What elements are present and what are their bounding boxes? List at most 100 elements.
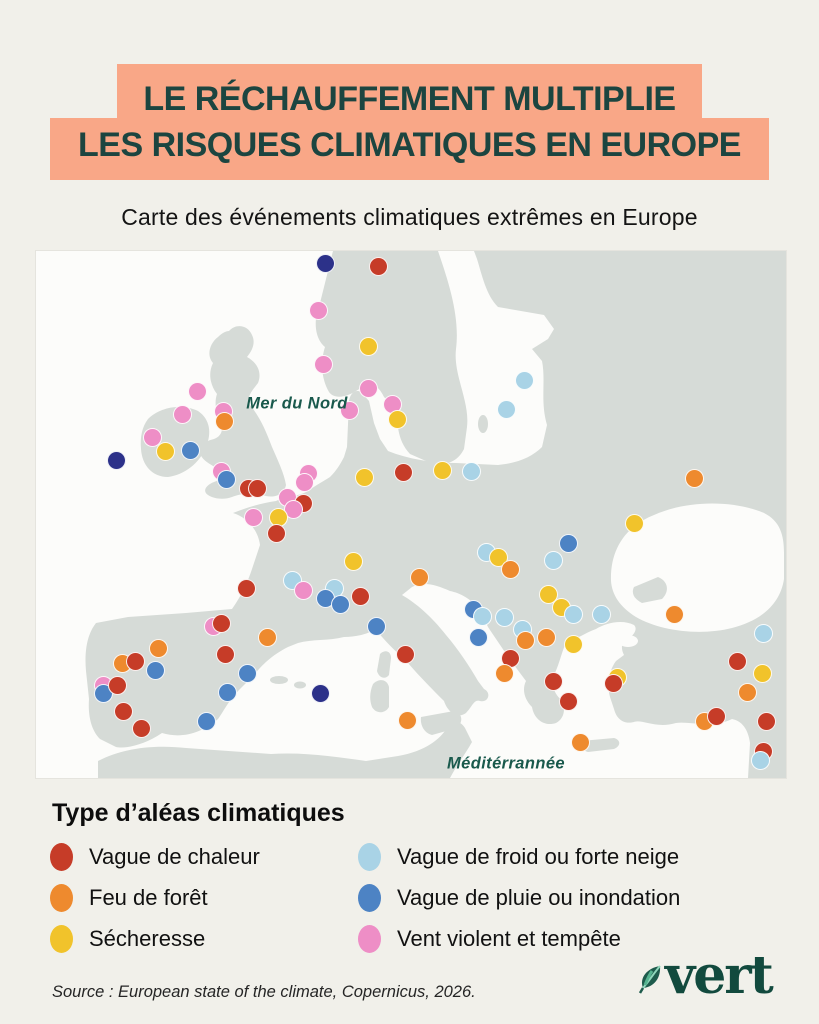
gotland-island (478, 415, 488, 433)
balearic-island (294, 681, 306, 689)
map-dot-cold (495, 608, 514, 627)
legend-column-right: Vague de froid ou forte neige Vague de pl… (358, 842, 680, 965)
map-dot-fire (738, 683, 757, 702)
map-dot-cold (473, 607, 492, 626)
map-dot-fire (571, 733, 590, 752)
legend-dot-wind (358, 924, 381, 953)
map-dot-heat (132, 719, 151, 738)
legend-item-cold: Vague de froid ou forte neige (358, 842, 680, 871)
map-dot-heat (396, 645, 415, 664)
vert-logo: vert (638, 945, 774, 1006)
map-dot-wind (143, 428, 162, 447)
map-dot-heat (237, 579, 256, 598)
map-dot-heat (544, 672, 563, 691)
map-dot-heat (212, 614, 231, 633)
map-dot-drought (156, 442, 175, 461)
legend-item-rain: Vague de pluie ou inondation (358, 883, 680, 912)
map-dot-fire (398, 711, 417, 730)
title-line-2: LES RISQUES CLIMATIQUES EN EUROPE (50, 118, 769, 180)
title-line-1: LE RÉCHAUFFEMENT MULTIPLIE (117, 64, 702, 124)
balearic-island (270, 676, 288, 684)
legend-label: Vent violent et tempête (397, 925, 621, 951)
subtitle: Carte des événements climatiques extrême… (121, 204, 698, 230)
map-dot-fire (665, 605, 684, 624)
legend-heading: Type d’aléas climatiques (52, 799, 345, 827)
map-dot-rain (217, 470, 236, 489)
legend-dot-drought (50, 924, 73, 953)
mainland-landmass (85, 251, 786, 778)
map-dot-heat (126, 652, 145, 671)
map-dot-heat (757, 712, 776, 731)
map-dot-drought (355, 468, 374, 487)
map-dot-fire (537, 628, 556, 647)
crimea-peninsula (632, 577, 667, 603)
map-dot-cold (592, 605, 611, 624)
legend-dot-rain (358, 883, 381, 912)
map-dot-rain (367, 617, 386, 636)
legend-item-heat: Vague de chaleur (50, 842, 260, 871)
legend-label: Vague de froid ou forte neige (397, 843, 680, 869)
map-dot-heat (559, 692, 578, 711)
corsica-island (377, 651, 391, 678)
map-dot-cold (544, 551, 563, 570)
map-dot-heat (369, 257, 388, 276)
legend-dot-cold (358, 842, 381, 871)
map-dot-fire (258, 628, 277, 647)
legend-label: Vague de chaleur (89, 843, 260, 869)
map-dot-fire (501, 560, 520, 579)
map-dot-fire (410, 568, 429, 587)
map-dot-heat (267, 524, 286, 543)
map-dot-fire (215, 412, 234, 431)
sea-label: Mer du Nord (246, 394, 348, 413)
event-dots-layer: Mer du Nord Méditérrannée (36, 251, 786, 778)
europe-map-image (36, 251, 786, 778)
map-dot-drought (344, 552, 363, 571)
map-dot-drought (359, 337, 378, 356)
map-dot-wind (173, 405, 192, 424)
map-dot-heat (394, 463, 413, 482)
denmark-island (411, 418, 427, 430)
map-dot-heat (248, 479, 267, 498)
map-dot-heat (351, 587, 370, 606)
map-dot-drought (539, 585, 558, 604)
europe-map: Mer du Nord Méditérrannée (35, 250, 787, 779)
map-dot-wind (188, 382, 207, 401)
scandinavia-landmass (315, 251, 468, 465)
map-dot-cold (564, 605, 583, 624)
legend-dot-heat (50, 842, 73, 871)
legend-item-drought: Sécheresse (50, 924, 260, 953)
map-dot-heat (707, 707, 726, 726)
map-dot-drought (388, 410, 407, 429)
map-dot-wind (340, 401, 359, 420)
map-dot-cold (515, 371, 534, 390)
legend-label: Feu de forêt (89, 884, 208, 910)
map-dot-drought (625, 514, 644, 533)
map-dot-cold (497, 400, 516, 419)
map-dot-rain (146, 661, 165, 680)
map-dot-rain (181, 441, 200, 460)
legend-dot-fire (50, 883, 73, 912)
map-dot-fire (516, 631, 535, 650)
leaf-icon (638, 965, 661, 994)
map-dot-wind (244, 508, 263, 527)
source-text: Source : European state of the climate, … (52, 983, 476, 1001)
map-dot-rain (197, 712, 216, 731)
title-banner: LE RÉCHAUFFEMENT MULTIPLIE LES RISQUES C… (0, 64, 819, 180)
map-dot-navy (107, 451, 126, 470)
sea-label: Méditérrannée (447, 754, 565, 773)
map-dot-drought (433, 461, 452, 480)
map-dot-rain (238, 664, 257, 683)
legend-label: Vague de pluie ou inondation (397, 884, 681, 910)
sardinia-island (370, 680, 389, 713)
legend-item-fire: Feu de forêt (50, 883, 260, 912)
map-dot-heat (114, 702, 133, 721)
legend-item-wind: Vent violent et tempête (358, 924, 680, 953)
map-dot-drought (753, 664, 772, 683)
sicily-island (420, 711, 462, 735)
map-dot-wind (314, 355, 333, 374)
map-dot-wind (295, 473, 314, 492)
map-dot-heat (604, 674, 623, 693)
logo-text: vert (665, 945, 774, 1006)
map-dot-wind (309, 301, 328, 320)
